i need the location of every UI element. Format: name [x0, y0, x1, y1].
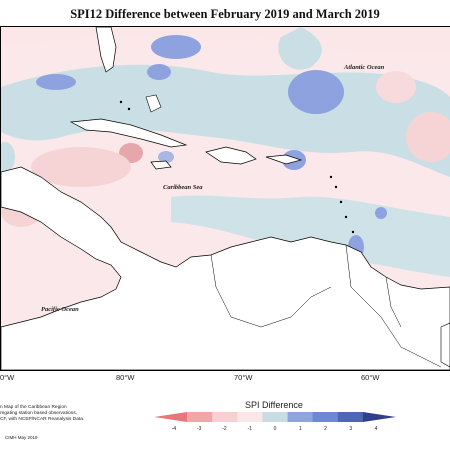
longitude-tick-left: 0°W [0, 373, 15, 382]
longitude-tick-70w: 70°W [234, 373, 253, 382]
credit-text: CIMH May 2019 [5, 435, 38, 440]
map-footnote: n Map of the Caribbean Region regating s… [0, 405, 130, 423]
legend-swatch [337, 412, 364, 422]
legend-swatch [262, 412, 289, 422]
pacific-ocean-label: Pacific Ocean [41, 306, 79, 313]
legend-swatch [237, 412, 263, 422]
mainland-landmass [1, 166, 450, 370]
footnote-text: n Map of the Caribbean Region regating s… [0, 405, 85, 422]
legend-swatch [154, 412, 188, 422]
spi-difference-map [1, 27, 450, 370]
legend-tick-label: 3 [349, 426, 352, 432]
legend-tick-label: -3 [197, 426, 202, 432]
legend-tick-label: 4 [375, 426, 378, 432]
cuba-island [69, 118, 188, 148]
legend-tick-label: 0 [274, 426, 277, 432]
map-title: SPI12 Difference between February 2019 a… [70, 7, 380, 21]
legend-tick-label: -1 [248, 426, 253, 432]
legend-swatch [212, 412, 238, 422]
legend-tick-label: -2 [222, 426, 227, 432]
caribbean-sea-label: Caribbean Sea [163, 184, 203, 191]
legend-tick-label: -4 [172, 426, 177, 432]
legend-swatch [362, 412, 396, 422]
legend-swatch [287, 412, 314, 422]
legend-tick-label: 2 [324, 426, 327, 432]
legend-title: SPI Difference [245, 400, 303, 410]
longitude-tick-60w: 60°W [361, 373, 380, 382]
atlantic-ocean-label: Atlantic Ocean [344, 64, 385, 71]
legend-swatch [187, 412, 213, 422]
longitude-tick-80w: 80°W [116, 373, 135, 382]
legend-swatch [312, 412, 339, 422]
map-panel: Atlantic Ocean Caribbean Sea Pacific Oce… [0, 26, 450, 371]
legend-tick-label: 1 [299, 426, 302, 432]
legend-colorbar: -4 -3 -2 -1 0 1 2 3 4 [154, 412, 396, 432]
